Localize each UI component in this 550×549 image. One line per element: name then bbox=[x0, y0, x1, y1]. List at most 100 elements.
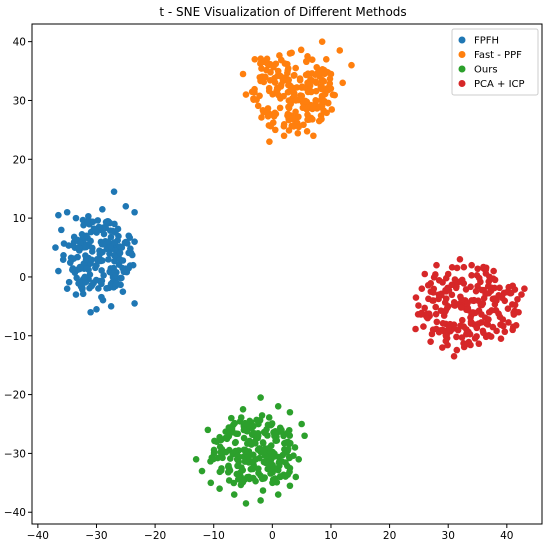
data-point bbox=[496, 313, 504, 321]
data-point bbox=[112, 272, 119, 280]
data-point bbox=[310, 132, 317, 140]
data-point bbox=[106, 250, 113, 258]
data-point bbox=[99, 241, 107, 248]
x-tick-label: −20 bbox=[144, 530, 166, 542]
legend-label: FPFH bbox=[474, 36, 499, 47]
series-fpfh bbox=[52, 188, 138, 316]
data-point bbox=[225, 433, 233, 440]
data-point bbox=[299, 104, 307, 112]
legend-label: Fast - PPF bbox=[474, 50, 522, 61]
data-point bbox=[241, 458, 249, 465]
data-point bbox=[262, 73, 269, 81]
y-tick-label: −10 bbox=[4, 331, 26, 343]
data-point bbox=[270, 429, 277, 436]
data-point bbox=[97, 257, 105, 265]
data-point bbox=[58, 226, 65, 234]
data-point bbox=[255, 465, 262, 472]
data-point bbox=[83, 232, 90, 240]
data-point bbox=[76, 263, 84, 271]
data-point bbox=[505, 319, 512, 326]
data-point bbox=[286, 454, 293, 462]
data-point bbox=[452, 284, 460, 292]
data-point bbox=[312, 87, 320, 95]
data-point bbox=[88, 256, 95, 264]
data-point bbox=[271, 126, 279, 134]
data-point bbox=[462, 341, 470, 348]
data-point bbox=[264, 432, 271, 439]
data-point bbox=[100, 230, 108, 238]
data-point bbox=[127, 245, 134, 252]
data-point bbox=[281, 440, 288, 447]
data-point bbox=[266, 138, 273, 145]
data-point bbox=[265, 444, 273, 452]
data-point bbox=[83, 265, 91, 272]
data-point bbox=[474, 265, 482, 273]
scatter-points bbox=[52, 38, 528, 507]
data-point bbox=[301, 432, 308, 440]
legend-marker bbox=[458, 65, 466, 73]
data-point bbox=[259, 439, 267, 446]
series-pca-icp bbox=[412, 255, 528, 360]
data-point bbox=[421, 270, 429, 278]
data-point bbox=[450, 353, 458, 360]
data-point bbox=[251, 438, 259, 445]
data-point bbox=[280, 471, 287, 479]
data-point bbox=[317, 82, 325, 90]
data-point bbox=[450, 298, 458, 306]
data-point bbox=[111, 257, 118, 265]
data-point bbox=[218, 465, 225, 472]
data-point bbox=[99, 248, 106, 256]
x-axis: −40 −30 −20 −10 0 10 20 30 40 bbox=[27, 524, 514, 542]
data-point bbox=[95, 285, 102, 292]
data-point bbox=[92, 227, 99, 235]
data-point bbox=[198, 467, 206, 475]
data-point bbox=[286, 482, 294, 490]
data-point bbox=[457, 304, 465, 311]
data-point bbox=[81, 279, 89, 286]
data-point bbox=[433, 261, 440, 269]
data-point bbox=[264, 455, 271, 463]
data-point bbox=[102, 218, 110, 226]
data-point bbox=[442, 332, 450, 339]
data-point bbox=[295, 113, 302, 121]
plot-area bbox=[31, 23, 543, 525]
series-fast-ppf bbox=[239, 38, 355, 145]
data-point bbox=[103, 285, 110, 292]
data-point bbox=[66, 259, 74, 266]
data-point bbox=[417, 311, 425, 318]
data-point bbox=[257, 60, 264, 67]
data-point bbox=[274, 86, 282, 93]
legend: FPFH Fast - PPF Ours PCA + ICP bbox=[451, 28, 539, 96]
data-point bbox=[298, 83, 306, 91]
data-point bbox=[348, 61, 355, 69]
data-point bbox=[131, 208, 138, 216]
data-point bbox=[258, 65, 265, 72]
data-point bbox=[421, 304, 429, 312]
data-point bbox=[304, 88, 312, 96]
data-point bbox=[216, 443, 224, 451]
data-point bbox=[228, 414, 235, 422]
data-point bbox=[466, 330, 474, 338]
data-point bbox=[69, 266, 76, 274]
data-point bbox=[111, 220, 118, 228]
data-point bbox=[336, 47, 344, 54]
data-point bbox=[260, 108, 267, 116]
x-tick-label: −10 bbox=[203, 530, 225, 542]
data-point bbox=[493, 297, 500, 304]
data-point bbox=[286, 50, 294, 57]
data-point bbox=[98, 267, 105, 274]
data-point bbox=[448, 291, 456, 299]
data-point bbox=[292, 473, 300, 481]
data-point bbox=[420, 323, 427, 330]
data-point bbox=[264, 421, 272, 429]
data-point bbox=[118, 244, 126, 251]
data-point bbox=[290, 92, 298, 99]
data-point bbox=[418, 285, 426, 293]
data-point bbox=[233, 470, 241, 478]
y-tick-label: 0 bbox=[19, 272, 26, 284]
data-point bbox=[267, 122, 274, 130]
data-point bbox=[259, 487, 267, 494]
data-point bbox=[295, 455, 303, 463]
x-tick-label: −40 bbox=[27, 530, 49, 542]
data-point bbox=[274, 403, 282, 410]
